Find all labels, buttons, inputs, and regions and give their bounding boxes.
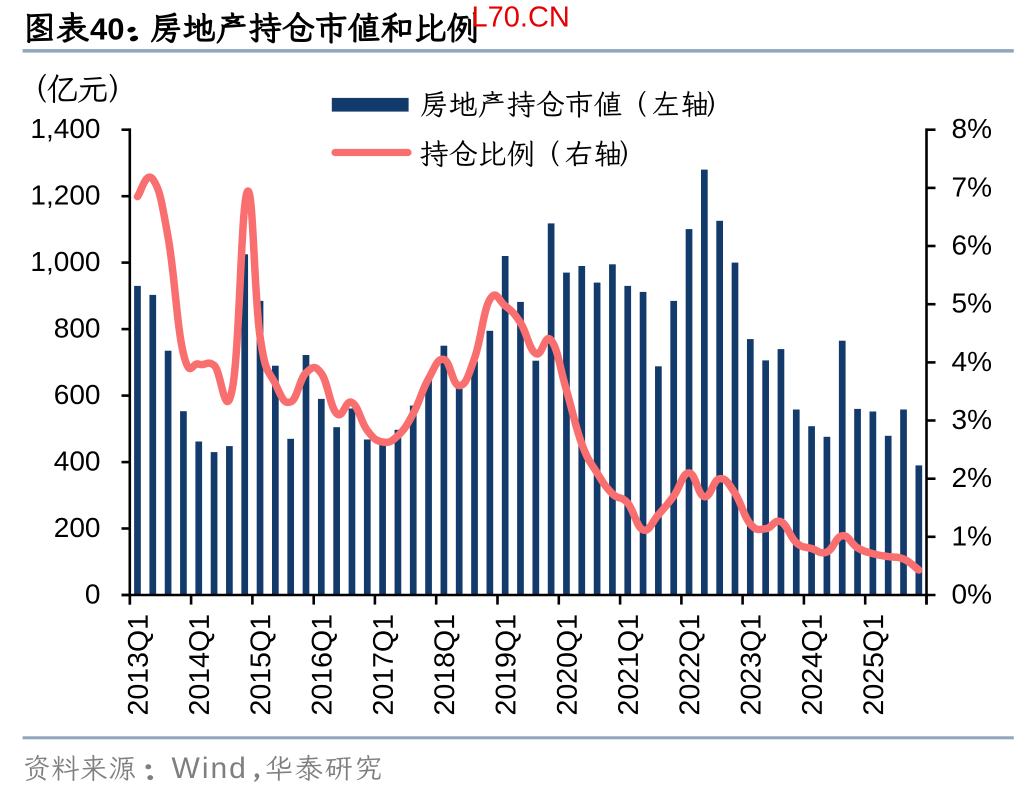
svg-text:40: 40 bbox=[90, 12, 124, 47]
svg-text:800: 800 bbox=[54, 313, 101, 344]
svg-text:7%: 7% bbox=[952, 171, 992, 202]
svg-text:Wind: Wind bbox=[172, 752, 248, 785]
svg-text:400: 400 bbox=[54, 446, 101, 477]
svg-text:L70.CN: L70.CN bbox=[472, 2, 570, 34]
svg-text:2%: 2% bbox=[952, 462, 992, 493]
svg-text:6%: 6% bbox=[952, 230, 992, 261]
svg-text:1,400: 1,400 bbox=[30, 113, 100, 144]
svg-text:1,200: 1,200 bbox=[30, 180, 100, 211]
svg-text:1%: 1% bbox=[952, 520, 992, 551]
svg-text:600: 600 bbox=[54, 379, 101, 410]
svg-text:200: 200 bbox=[54, 512, 101, 543]
svg-text:5%: 5% bbox=[952, 288, 992, 319]
svg-text:3%: 3% bbox=[952, 404, 992, 435]
svg-text:0%: 0% bbox=[952, 579, 992, 610]
svg-text:4%: 4% bbox=[952, 346, 992, 377]
svg-text:0: 0 bbox=[85, 579, 101, 610]
svg-text:8%: 8% bbox=[952, 113, 992, 144]
svg-text:1,000: 1,000 bbox=[30, 246, 100, 277]
